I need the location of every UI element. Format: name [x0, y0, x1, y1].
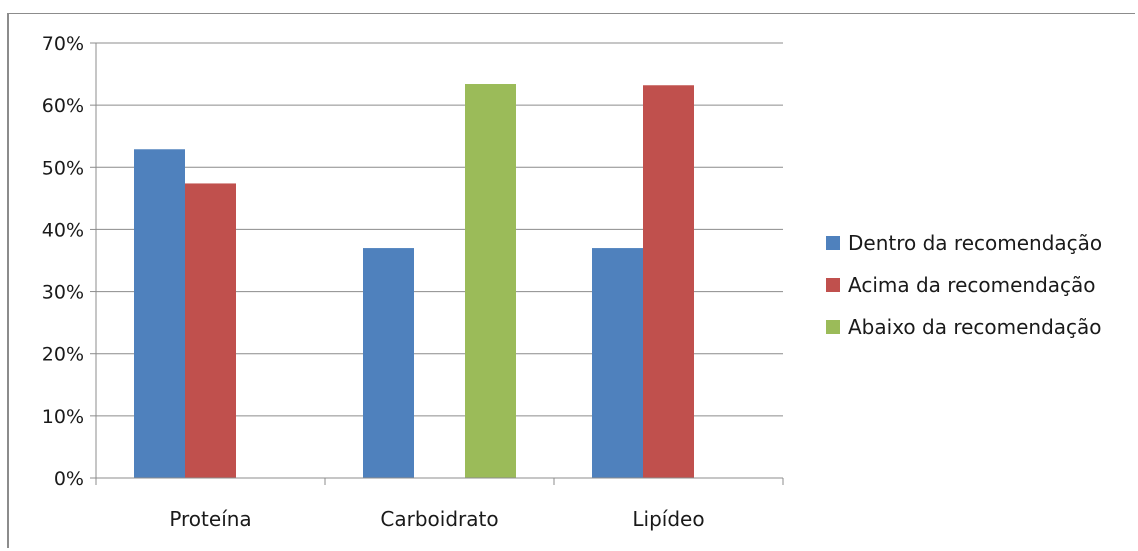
bar-dentro-0: [134, 149, 185, 478]
bar-dentro-1: [363, 248, 414, 478]
legend-label: Abaixo da recomendação: [848, 315, 1102, 339]
y-tick-label: 10%: [42, 406, 84, 428]
y-tick-label: 60%: [42, 95, 84, 117]
y-tick-label: 30%: [42, 282, 84, 304]
legend-label: Acima da recomendação: [848, 273, 1096, 297]
legend: Dentro da recomendação Acima da recomenda…: [826, 231, 1102, 339]
y-tick-label: 40%: [42, 219, 84, 241]
x-tick-label: Lipídeo: [632, 507, 704, 531]
x-tick-labels: Proteína Carboidrato Lipídeo: [169, 507, 704, 531]
legend-swatch: [826, 236, 840, 250]
bars: [134, 84, 694, 478]
y-tick-label: 70%: [42, 33, 84, 55]
y-tick-label: 20%: [42, 344, 84, 366]
legend-swatch: [826, 278, 840, 292]
x-tick-label: Proteína: [169, 507, 251, 531]
y-tick-label: 0%: [54, 468, 84, 490]
x-tick-label: Carboidrato: [380, 507, 498, 531]
bar-acima-0: [185, 183, 236, 478]
bar-acima-2: [643, 85, 694, 478]
axes: [90, 42, 784, 485]
y-tick-label: 50%: [42, 157, 84, 179]
bar-abaixo-1: [465, 84, 516, 478]
legend-swatch: [826, 320, 840, 334]
y-tick-labels: 0% 10% 20% 30% 40% 50% 60% 70%: [42, 33, 84, 490]
chart-frame: [7, 13, 1135, 548]
bar-dentro-2: [592, 248, 643, 478]
legend-label: Dentro da recomendação: [848, 231, 1102, 255]
